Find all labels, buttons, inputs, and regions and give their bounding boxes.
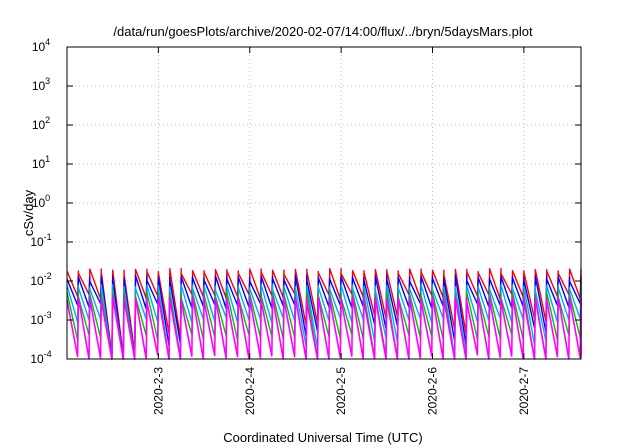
y-tick-label: 10-2 [30,271,51,288]
y-tick-base: 10 [32,157,46,171]
y-tick-base: 10 [32,196,46,210]
y-tick-label: 102 [32,115,50,132]
y-axis-label: cSv/day [21,189,36,236]
y-tick-exponent: -4 [44,349,52,359]
series-group [66,268,582,360]
x-tick-label: 2020-2-3 [151,367,165,415]
y-tick-exponent: -2 [44,271,52,281]
y-tick-base: 10 [30,313,44,327]
y-tick-label: 10-3 [30,310,51,327]
series-line [66,295,582,360]
x-tick-label: 2020-2-5 [334,367,348,415]
y-tick-label: 10-1 [30,232,51,249]
x-tick-label: 2020-2-7 [517,367,531,415]
x-axis: 2020-2-3 2020-2-4 2020-2-5 2020-2-6 2020-2-7 [151,47,531,415]
y-tick-label: 101 [32,154,50,171]
y-tick-base: 10 [30,274,44,288]
y-tick-base: 10 [32,40,46,54]
series-line [66,268,582,358]
x-axis-label: Coordinated Universal Time (UTC) [223,430,422,445]
y-tick-exponent: 0 [45,193,50,203]
y-tick-exponent: -1 [44,232,52,242]
chart-title: /data/run/goesPlots/archive/2020-02-07/1… [113,24,533,39]
x-tick-label: 2020-2-6 [426,367,440,415]
y-tick-label: 10-4 [30,349,51,366]
y-tick-exponent: 3 [45,76,50,86]
y-tick-exponent: 1 [45,154,50,164]
y-tick-exponent: 2 [45,115,50,125]
y-tick-base: 10 [32,79,46,93]
series-line [66,284,582,360]
y-tick-label: 104 [32,37,50,54]
y-tick-base: 10 [30,352,44,366]
y-tick-base: 10 [32,118,46,132]
y-tick-exponent: 4 [45,37,50,47]
y-tick-label: 100 [32,193,50,210]
y-tick-base: 10 [30,235,44,249]
series-line [66,274,582,360]
y-tick-exponent: -3 [44,310,52,320]
x-tick-label: 2020-2-4 [243,367,257,415]
y-tick-label: 103 [32,76,50,93]
